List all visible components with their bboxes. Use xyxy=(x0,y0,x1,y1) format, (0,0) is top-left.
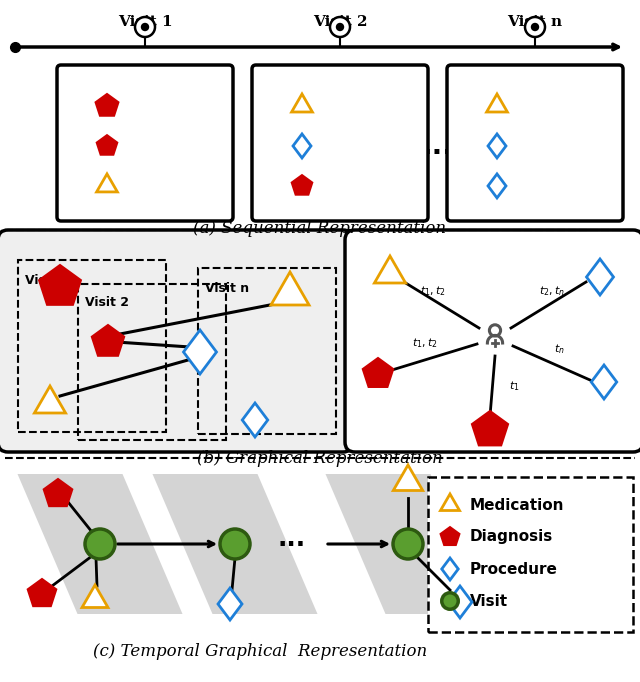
Text: ...: ... xyxy=(277,527,305,551)
Polygon shape xyxy=(271,272,309,305)
Text: V31: V31 xyxy=(515,97,551,115)
Polygon shape xyxy=(586,259,614,295)
Text: J41: J41 xyxy=(320,177,349,195)
Polygon shape xyxy=(218,588,242,620)
Polygon shape xyxy=(448,586,472,618)
Polygon shape xyxy=(393,465,423,490)
Text: Medication: Medication xyxy=(470,497,564,512)
Circle shape xyxy=(141,23,148,31)
Text: (b) Graphical Representation: (b) Graphical Representation xyxy=(197,450,443,467)
Polygon shape xyxy=(363,358,393,387)
Polygon shape xyxy=(35,386,65,413)
FancyBboxPatch shape xyxy=(0,230,353,452)
Polygon shape xyxy=(95,94,118,116)
Text: Visit 1: Visit 1 xyxy=(25,274,69,287)
Text: Visit n: Visit n xyxy=(205,282,249,295)
Circle shape xyxy=(135,17,155,37)
Text: (c) Temporal Graphical  Representation: (c) Temporal Graphical Representation xyxy=(93,643,427,660)
Polygon shape xyxy=(44,479,72,506)
Text: $t_n$: $t_n$ xyxy=(554,342,565,356)
Text: V27: V27 xyxy=(125,177,161,195)
Text: $t_2,t_n$: $t_2,t_n$ xyxy=(540,284,566,297)
Polygon shape xyxy=(293,134,311,158)
Polygon shape xyxy=(243,403,268,437)
Text: (a) Sequential Representation: (a) Sequential Representation xyxy=(193,220,447,237)
Text: Visit: Visit xyxy=(470,593,508,608)
Text: $t_1$: $t_1$ xyxy=(509,379,520,393)
Polygon shape xyxy=(374,256,406,283)
FancyBboxPatch shape xyxy=(447,65,623,221)
Text: Z51: Z51 xyxy=(320,137,355,155)
Polygon shape xyxy=(292,175,312,194)
Text: Visit n: Visit n xyxy=(508,15,563,29)
Polygon shape xyxy=(28,579,56,606)
Text: $t_1,t_2$: $t_1,t_2$ xyxy=(412,336,437,350)
FancyBboxPatch shape xyxy=(57,65,233,221)
Polygon shape xyxy=(488,134,506,158)
Polygon shape xyxy=(152,474,317,614)
Circle shape xyxy=(531,23,538,31)
Polygon shape xyxy=(184,330,216,374)
Circle shape xyxy=(337,23,344,31)
Polygon shape xyxy=(488,174,506,198)
Circle shape xyxy=(220,529,250,559)
Text: $t_1,t_2$: $t_1,t_2$ xyxy=(420,284,445,298)
Polygon shape xyxy=(292,94,312,112)
Polygon shape xyxy=(326,474,490,614)
Polygon shape xyxy=(486,94,508,112)
Polygon shape xyxy=(442,558,458,580)
Polygon shape xyxy=(440,494,460,511)
Text: Z59: Z59 xyxy=(515,177,550,195)
Text: ...: ... xyxy=(422,132,453,160)
Polygon shape xyxy=(591,365,617,399)
Polygon shape xyxy=(440,527,460,545)
Text: Z51: Z51 xyxy=(515,137,550,155)
Circle shape xyxy=(442,593,458,609)
Circle shape xyxy=(393,529,423,559)
Text: Visit 2: Visit 2 xyxy=(313,15,367,29)
FancyBboxPatch shape xyxy=(345,230,640,452)
Polygon shape xyxy=(97,135,117,155)
Text: Procedure: Procedure xyxy=(470,561,558,576)
Circle shape xyxy=(330,17,350,37)
Circle shape xyxy=(525,17,545,37)
Polygon shape xyxy=(39,265,81,305)
Polygon shape xyxy=(82,585,108,608)
Text: 789: 789 xyxy=(125,97,160,115)
Text: Visit 1: Visit 1 xyxy=(118,15,172,29)
Polygon shape xyxy=(97,174,117,192)
Text: Visit 2: Visit 2 xyxy=(85,296,129,309)
Text: V27: V27 xyxy=(320,97,356,115)
FancyBboxPatch shape xyxy=(252,65,428,221)
Bar xyxy=(428,477,633,632)
Polygon shape xyxy=(92,325,124,356)
Circle shape xyxy=(85,529,115,559)
Text: Diagnosis: Diagnosis xyxy=(470,529,553,544)
Polygon shape xyxy=(472,411,508,445)
Text: J41: J41 xyxy=(125,137,154,155)
Polygon shape xyxy=(17,474,182,614)
